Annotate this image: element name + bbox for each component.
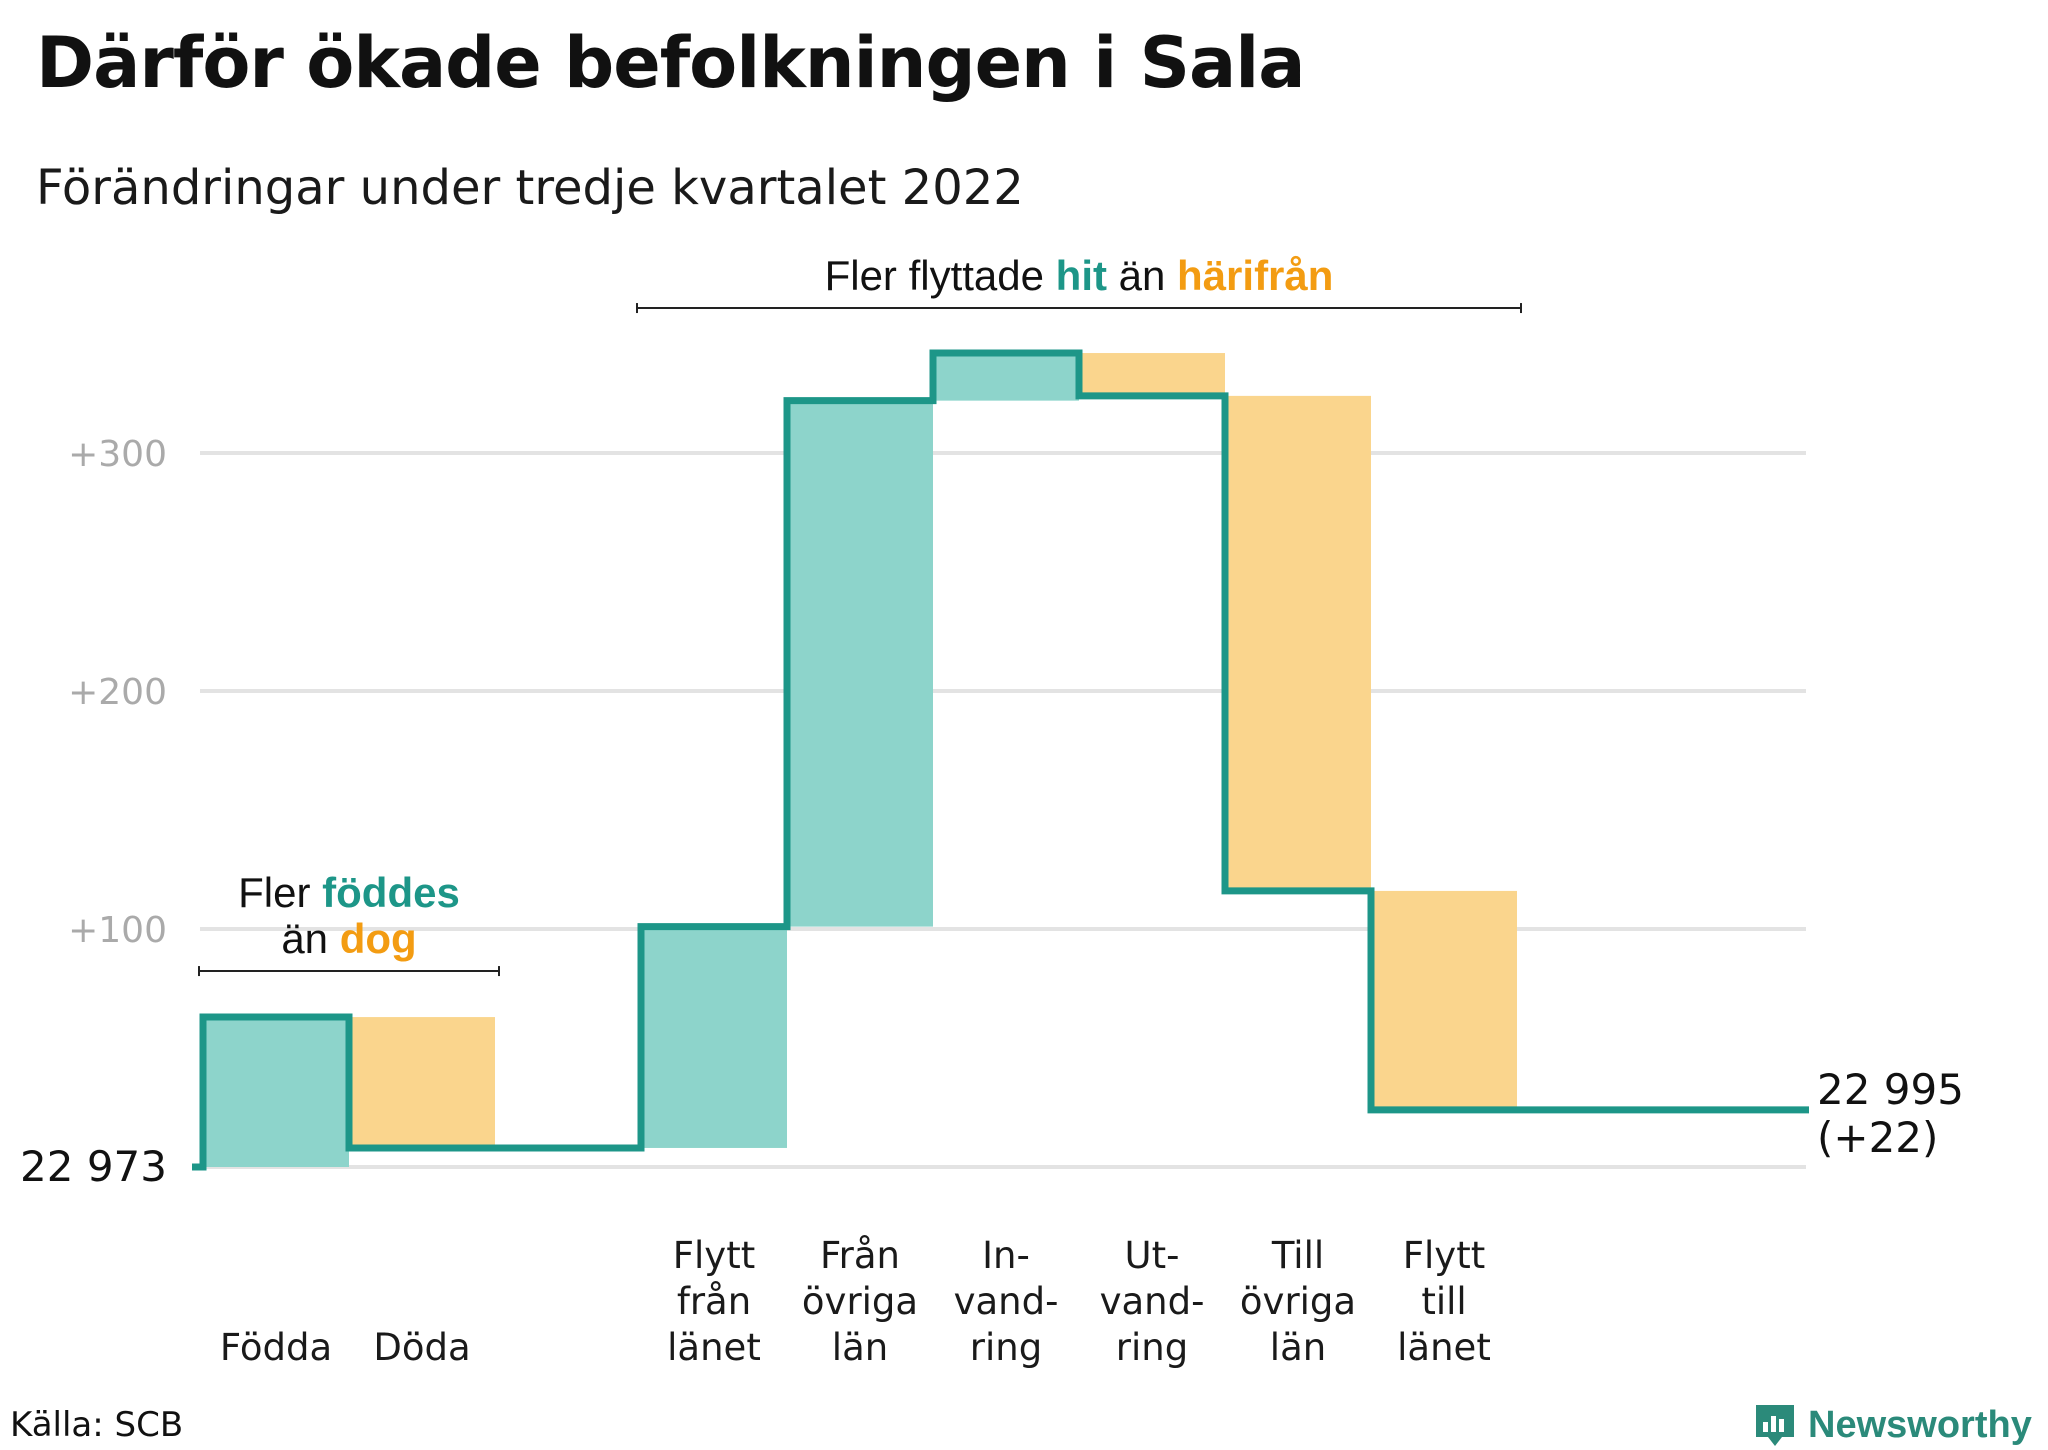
- waterfall-chart: +100 +200 +300 Födda Döda Flytt från länet Från ö…: [20, 252, 1964, 1369]
- bar-döda: [349, 1017, 495, 1148]
- bar-till-övriga-län: [1225, 395, 1371, 891]
- bar-födda: [203, 1017, 349, 1167]
- annotation-text: än dog: [281, 915, 416, 962]
- end-value-label: 22 995 (+22): [1817, 1065, 1964, 1162]
- category-label: Ut-vand-ring: [1100, 1234, 1205, 1369]
- bar-flytt-från-länet: [641, 926, 787, 1148]
- bar-ut--vand--ring: [1079, 353, 1225, 396]
- step-line-group: [192, 349, 1809, 1171]
- brand-name: Newsworthy: [1808, 1403, 2032, 1446]
- step-line: [192, 349, 1809, 1171]
- labels: +100 +200 +300 Födda Döda Flytt från länet Från ö…: [20, 434, 1964, 1369]
- bar-flytt-till-länet: [1371, 890, 1517, 1110]
- y-tick-label: +300: [68, 434, 167, 475]
- category-label: Flytt från länet: [667, 1234, 761, 1369]
- category-label: Flytt till länet: [1397, 1234, 1491, 1369]
- newsworthy-logo-icon: [1756, 1405, 1794, 1446]
- annotation-text: Fler föddes: [238, 869, 460, 916]
- bar-in--vand--ring: [933, 353, 1079, 401]
- newsworthy-logo: Newsworthy: [1752, 1400, 2042, 1450]
- chart-title: Därför ökade befolkningen i Sala: [36, 22, 1306, 104]
- category-label: Från övriga län: [802, 1234, 918, 1369]
- category-label: Till övriga län: [1240, 1234, 1356, 1369]
- y-tick-label: +200: [68, 672, 167, 713]
- start-value-label: 22 973: [20, 1142, 167, 1191]
- category-label: Döda: [373, 1326, 470, 1369]
- chart-subtitle: Förändringar under tredje kvartalet 2022: [36, 160, 1024, 216]
- category-label: Födda: [220, 1326, 332, 1369]
- bar-från-övriga-län: [787, 400, 933, 927]
- bars: [203, 353, 1517, 1167]
- source-note: Källa: SCB: [10, 1405, 184, 1445]
- category-label: In-vand-ring: [954, 1234, 1059, 1369]
- annotation-text: Fler flyttade hit än härifrån: [825, 252, 1334, 299]
- grid-lines: [200, 451, 1806, 1169]
- y-tick-label: +100: [68, 910, 167, 951]
